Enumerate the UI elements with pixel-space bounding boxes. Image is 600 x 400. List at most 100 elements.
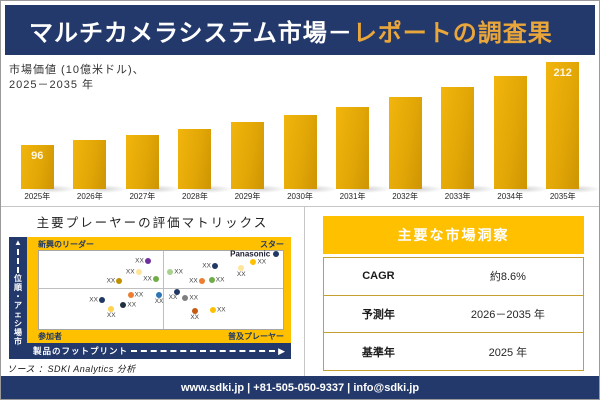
insight-label: 予測年 [361,309,395,321]
y-axis-dashed-line [17,249,19,273]
matrix-dot: XX [250,258,266,265]
matrix-top-labels: 新興のリーダー スター [38,239,284,250]
bar-year-label: 2031年 [339,192,366,201]
bar-column: 2029年 [221,121,286,204]
bar-column: 2032年 [379,97,443,204]
matrix-dot-label: XX [106,311,116,319]
bar-year-label: 2027年 [129,192,156,201]
matrix-dot-label: XX [202,262,211,270]
matrix-dot-label: XX [189,294,199,302]
insight-row-cagr: CAGR 約8.6% [324,258,583,296]
matrix-dot-label: XX [190,313,200,321]
matrix-dot-label: XX [236,270,246,278]
matrix-dot: XX [202,262,218,269]
bar: 96 [20,145,54,189]
insight-label: CAGR [362,270,395,283]
matrix-dot: XX [143,276,159,283]
matrix-dot-label-panasonic: Panasonic [230,249,271,259]
matrix-dot: XX [237,264,246,278]
bar-column: 2030年 [274,114,338,204]
matrix-dot: XX [126,268,142,275]
matrix-dot: XX [208,277,224,284]
header-bar: マルチカメラシステム市場－レポートの調査果 [5,5,595,55]
bar-year-label: 2026年 [76,192,103,201]
quadrant-label-emerging-leaders: 新興のリーダー [38,240,94,249]
matrix-dot-label: XX [189,277,198,285]
bar-column: 2028年 [169,128,233,205]
bar-column: 2034年 [484,75,548,204]
matrix-dot-label: XX [154,297,164,305]
matrix-title: 主要プレーヤーの評価マトリックス [36,216,269,230]
matrix-quadrant-box: 新興のリーダー スター XX XX XX XX Panasonic XX XX XX XX XX X… [27,237,291,343]
bar-column: 212 2035年 [536,62,599,204]
quadrant-label-star: スター [260,240,284,249]
bar-column: 2031年 [326,107,391,204]
bar-year-label: 2030年 [287,192,313,201]
bar-year-label: 2029年 [234,192,261,201]
horizontal-divider [1,206,599,207]
bar-year-label: 2035年 [549,192,576,201]
matrix-dot: XX [107,305,116,319]
matrix-dot: XX [155,291,163,305]
insight-value: 2026－2035 年 [470,309,545,321]
insights-table: CAGR 約8.6% 予測年 2026－2035 年 基準年 2025 年 [323,257,584,371]
matrix-dot-label: XX [168,293,178,301]
matrix-dot-label: XX [215,276,225,284]
insight-value: 2025 年 [488,346,528,359]
insights-title: 主要な市場洞察 [323,216,584,254]
bar-column: 2033年 [431,87,496,204]
bar-value-label: 212 [553,67,572,79]
bar-column: 2027年 [116,134,181,205]
matrix-dot-label: XX [216,306,226,313]
matrix-x-axis: 製品のフットプリント ▶ [27,343,291,359]
bar [441,87,475,189]
bar [73,139,107,189]
insight-value: 約8.6% [489,271,526,284]
insight-row-forecast-years: 予測年 2026－2035 年 [324,296,583,334]
bar [125,134,159,189]
page-title: マルチカメラシステム市場－レポートの調査果 [29,13,553,48]
source-note: ソース ：SDKI Analytics 分析 [7,364,136,374]
bar-column: 2026年 [64,139,128,204]
matrix-dot: XX [169,288,181,301]
bar-year-label: 2032年 [392,192,418,201]
matrix-dot: XX [182,294,198,301]
matrix-dot: XX [127,291,143,298]
matrix-dot-label: XX [135,257,144,265]
bar-chart: 96 2025年 2026年 2027年 2028年 2029年 2030年 2031年 203… [11,57,599,205]
matrix-dot: Panasonic [230,250,280,259]
matrix-dot-label: XX [143,275,152,283]
arrow-up-icon: ▲ [14,238,22,247]
matrix-y-axis-label: 位 順 ・ ア ェ シ 場 市 [14,274,22,346]
matrix-dot: XX [89,296,105,303]
matrix-dot-label: XX [174,268,183,275]
quadrant-divider-horizontal [39,288,283,290]
bar [178,128,212,189]
chart-subtitle-line1: 市場価値 (10億米ドル)、 [9,64,145,76]
bar-value-label: 96 [31,150,44,163]
matrix-dot: XX [135,257,151,264]
bar [493,75,527,189]
page-title-white: マルチカメラシステム市場－ [29,19,353,47]
vertical-divider [304,206,305,376]
player-matrix: ▲ 位 順 ・ ア ェ シ 場 市 新興のリーダー スター XX XX XX XX Pa… [9,237,291,359]
bar: 212 [546,62,580,189]
matrix-y-axis: ▲ 位 順 ・ ア ェ シ 場 市 [9,237,27,359]
matrix-dot-label: XX [127,301,137,309]
insight-label: 基準年 [361,346,395,359]
bar-year-label: 2025年 [24,192,51,201]
matrix-dot-label: XX [125,268,135,275]
bar [283,114,317,189]
page-title-gold: レポートの調査果 [352,19,553,47]
matrix-dot: XX [209,306,226,313]
bar-year-label: 2033年 [444,192,471,201]
matrix-dot: XX [167,268,183,275]
chart-subtitle: 市場価値 (10億米ドル)、 2025－2035 年 [9,63,145,93]
arrow-right-icon: ▶ [278,345,285,356]
insight-row-base-year: 基準年 2025 年 [324,333,583,370]
bar [336,107,370,189]
matrix-x-axis-label: 製品のフットプリント [33,346,129,356]
quadrant-divider-vertical [163,251,165,329]
chart-subtitle-line2: 2025－2035 年 [9,78,94,91]
bar-year-label: 2034年 [497,192,524,201]
